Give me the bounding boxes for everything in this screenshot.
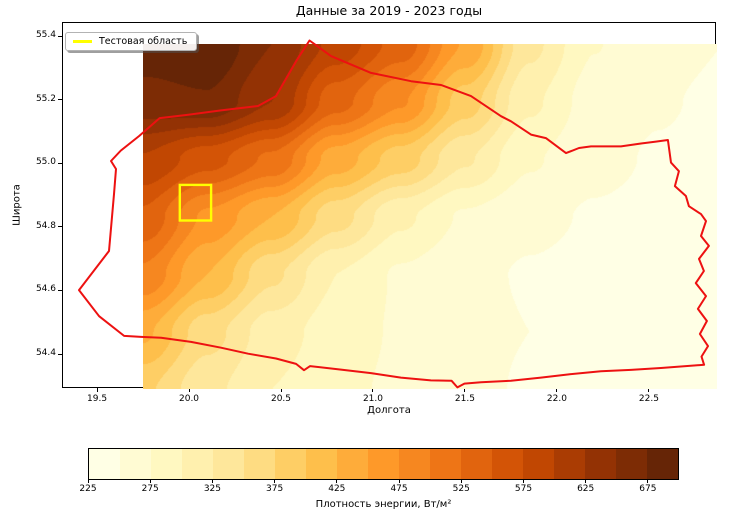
x-tick-mark: [96, 388, 98, 392]
colorbar-tick-label: 325: [203, 484, 221, 494]
chart-title: Данные за 2019 - 2023 годы: [295, 3, 483, 18]
colorbar-tick-mark: [149, 480, 151, 483]
x-tick-label: 22.5: [638, 394, 659, 404]
legend-swatch-test-area: [73, 39, 92, 44]
colorbar-segment: [213, 449, 244, 479]
colorbar-tick-label: 275: [141, 484, 159, 494]
colorbar-tick-label: 575: [514, 484, 533, 494]
colorbar-segment: [244, 449, 275, 479]
x-tick-label: 21.5: [454, 394, 475, 404]
x-tick-mark: [188, 388, 190, 392]
colorbar-tick-mark: [398, 480, 400, 483]
colorbar-segment: [151, 449, 182, 479]
colorbar-segment: [492, 449, 523, 479]
y-tick-label: 55.0: [35, 157, 56, 168]
y-tick-label: 55.2: [35, 93, 56, 104]
x-tick-mark: [280, 388, 282, 392]
colorbar-segment: [120, 449, 151, 479]
x-tick-mark: [556, 388, 558, 392]
contour-field: [143, 43, 718, 389]
y-tick-mark: [58, 289, 62, 291]
y-tick-label: 54.6: [35, 284, 56, 295]
colorbar-tick-mark: [522, 480, 524, 483]
colorbar-tick-mark: [87, 480, 89, 483]
colorbar-tick-mark: [460, 480, 462, 483]
colorbar-tick-label: 375: [266, 484, 284, 494]
legend: Тестовая область: [65, 32, 198, 51]
y-tick-mark: [58, 35, 62, 37]
x-tick-mark: [372, 388, 374, 392]
x-tick-label: 20.5: [270, 394, 292, 404]
colorbar-segment: [182, 449, 213, 479]
colorbar-segment: [647, 449, 678, 479]
colorbar-segment: [585, 449, 616, 479]
colorbar-tick-label: 625: [577, 484, 595, 494]
colorbar-tick-label: 475: [390, 484, 408, 494]
colorbar-segment: [616, 449, 647, 479]
x-tick-mark: [648, 388, 650, 392]
colorbar-tick-mark: [585, 480, 587, 483]
legend-label: Тестовая область: [99, 36, 188, 47]
y-tick-label: 54.4: [35, 348, 56, 359]
y-tick-label: 55.4: [35, 30, 56, 41]
colorbar-segment: [306, 449, 337, 479]
colorbar-tick-mark: [274, 480, 276, 483]
x-tick-label: 21.0: [362, 394, 383, 404]
colorbar-tick-label: 425: [328, 484, 346, 494]
x-axis-label: Долгота: [367, 405, 411, 416]
colorbar-label: Плотность энергии, Вт/м²: [315, 499, 452, 510]
x-tick-mark: [464, 388, 466, 392]
plot-area: Тестовая область 19.5 20.0 20.5 21.0 21.5 22.…: [36, 22, 718, 404]
colorbar-segment: [399, 449, 430, 479]
colorbar-segment: [275, 449, 306, 479]
x-tick-label: 22.0: [546, 394, 567, 404]
colorbar-segment: [554, 449, 585, 479]
y-tick-mark: [58, 99, 62, 101]
y-tick-mark: [58, 162, 62, 164]
colorbar-segment: [368, 449, 399, 479]
y-tick-label: 54.8: [35, 220, 56, 231]
colorbar-tick-mark: [647, 480, 649, 483]
colorbar-tick-label: 225: [79, 484, 97, 494]
colorbar-tick-mark: [336, 480, 338, 483]
colorbar-segment: [523, 449, 554, 479]
y-axis-label: Широта: [11, 184, 23, 226]
x-tick-label: 20.0: [178, 394, 200, 404]
y-tick-mark: [58, 226, 62, 228]
y-tick-mark: [58, 353, 62, 355]
colorbar-segment: [430, 449, 461, 479]
colorbar-tick-label: 525: [452, 484, 470, 494]
colorbar-tick-mark: [211, 480, 213, 483]
colorbar: [88, 448, 679, 480]
x-tick-label: 19.5: [87, 394, 108, 404]
colorbar-segment: [337, 449, 368, 479]
colorbar-segment: [461, 449, 492, 479]
colorbar-segment: [89, 449, 120, 479]
colorbar-tick-label: 675: [639, 484, 657, 494]
